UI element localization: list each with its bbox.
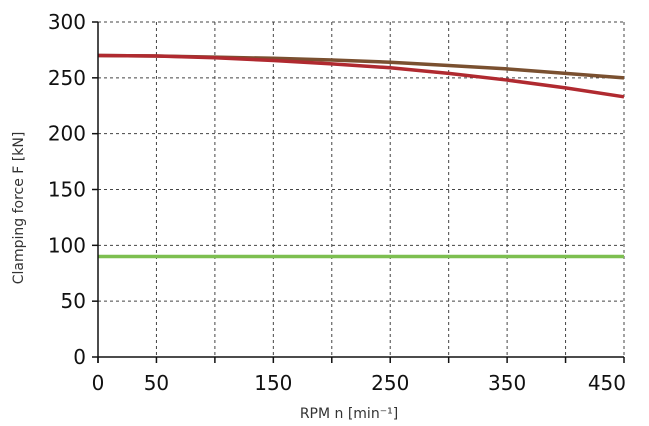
- y-tick-label: 150: [48, 178, 86, 202]
- grid-layer: [98, 21, 625, 357]
- y-tick-label: 0: [73, 345, 86, 369]
- x-tick-label: 0: [92, 371, 105, 395]
- series-layer: [97, 53, 625, 259]
- x-axis-title: RPM n [min⁻¹]: [300, 406, 398, 422]
- y-tick-label: 300: [48, 10, 86, 34]
- tick-labels-layer: 0 50 100 150 200 250 300 0 50 150 250 350 450: [48, 10, 626, 395]
- series-line-2: [97, 53, 625, 99]
- x-tick-label: 350: [488, 371, 526, 395]
- x-tick-label: 450: [588, 371, 626, 395]
- x-tick-label: 50: [144, 371, 169, 395]
- x-tick-label: 250: [371, 371, 409, 395]
- y-tick-label: 50: [61, 289, 86, 313]
- axes-layer: [92, 21, 625, 363]
- x-tick-label: 150: [254, 371, 292, 395]
- y-tick-label: 100: [48, 233, 86, 257]
- y-tick-label: 200: [48, 122, 86, 146]
- y-axis-title: Clamping force F [kN]: [11, 132, 27, 285]
- y-tick-label: 250: [48, 66, 86, 90]
